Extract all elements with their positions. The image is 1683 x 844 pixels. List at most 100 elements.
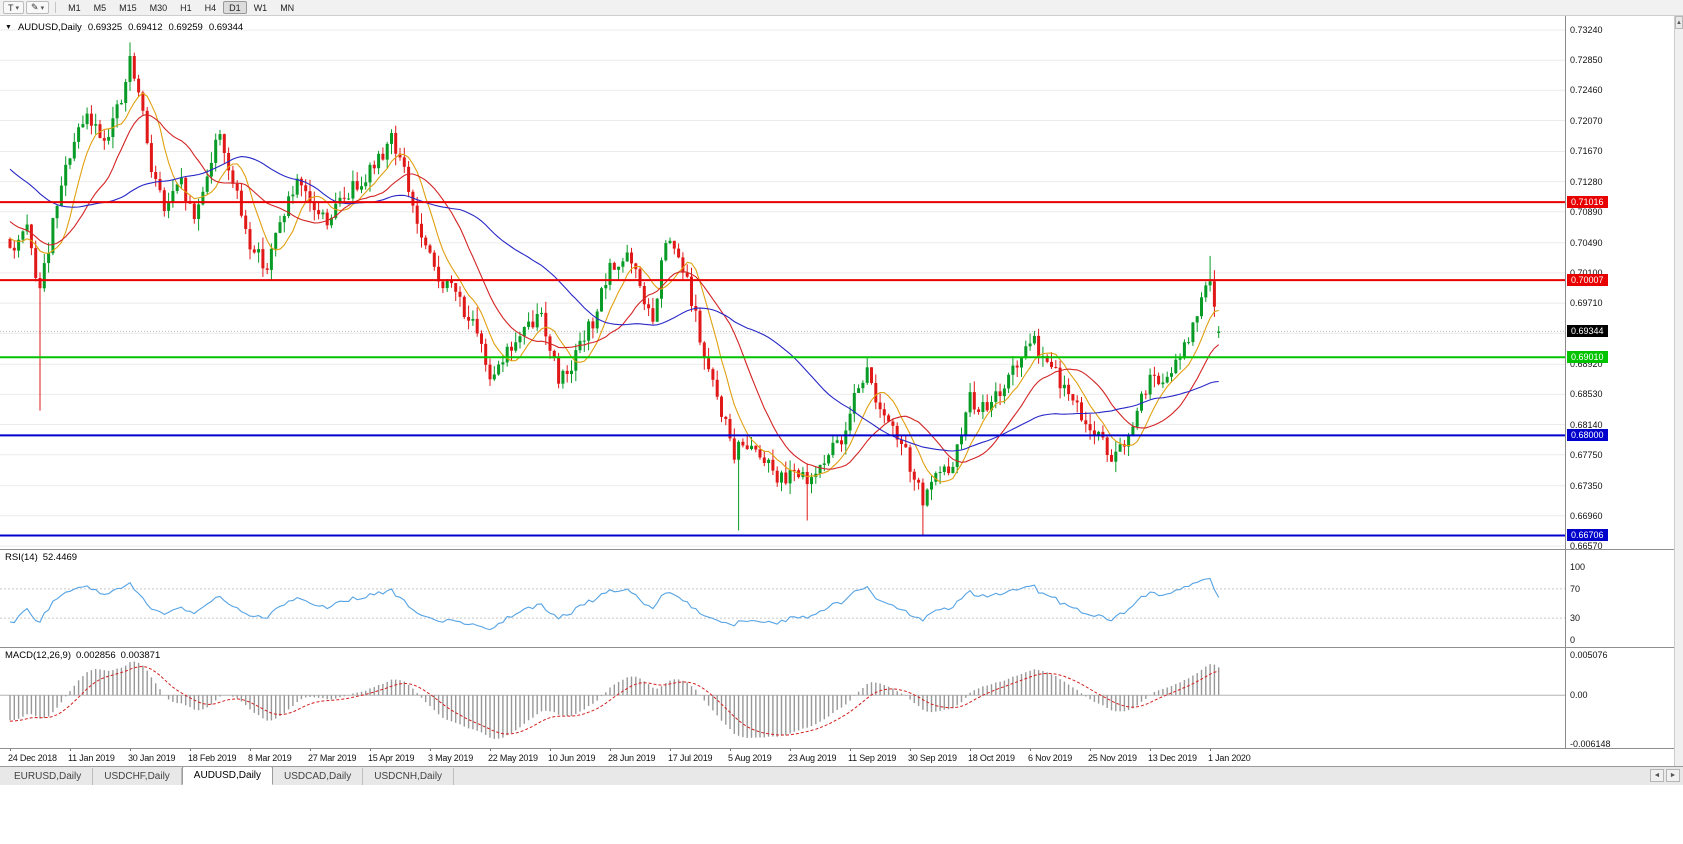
rsi-axis-label: 30 xyxy=(1570,613,1581,623)
price-axis-label: 0.66570 xyxy=(1570,541,1603,551)
date-axis-label: 15 Apr 2019 xyxy=(368,753,415,763)
tab-usdchf[interactable]: USDCHF,Daily xyxy=(93,768,182,785)
charts-column: ▼ AUDUSD,Daily 0.69325 0.69412 0.69259 0… xyxy=(0,16,1565,766)
price-axis-label: 0.69710 xyxy=(1570,298,1603,308)
macd-value-signal: 0.003871 xyxy=(120,650,161,661)
tab-scroll-arrows: ◄ ► xyxy=(1650,769,1680,782)
date-tick xyxy=(70,748,71,751)
date-axis-label: 10 Jun 2019 xyxy=(548,753,596,763)
macd-label: MACD(12,26,9) 0.002856 0.003871 xyxy=(5,650,160,661)
date-tick xyxy=(250,748,251,751)
rsi-chart-canvas[interactable] xyxy=(0,549,1565,647)
date-axis-label: 13 Dec 2019 xyxy=(1148,753,1197,763)
current-price-badge: 0.69344 xyxy=(1567,325,1608,337)
timeframe-w1[interactable]: W1 xyxy=(253,2,268,13)
tab-scroll-left-icon[interactable]: ◄ xyxy=(1650,769,1664,782)
ohlc-high: 0.69412 xyxy=(128,22,163,33)
price-axis-label: 0.67750 xyxy=(1570,450,1603,460)
macd-axis-label: 0.005076 xyxy=(1570,650,1608,660)
price-axis-label: 0.73240 xyxy=(1570,25,1603,35)
price-axis-label: 0.71670 xyxy=(1570,146,1603,156)
date-tick xyxy=(490,748,491,751)
date-axis-label: 25 Nov 2019 xyxy=(1088,753,1137,763)
timeframe-m30[interactable]: M30 xyxy=(149,2,168,13)
rsi-label: RSI(14) 52.4469 xyxy=(5,552,77,563)
tab-scroll-right-icon[interactable]: ► xyxy=(1666,769,1680,782)
timeframe-d1[interactable]: D1 xyxy=(223,1,247,14)
macd-panel[interactable]: MACD(12,26,9) 0.002856 0.003871 xyxy=(0,647,1565,748)
date-tick xyxy=(910,748,911,751)
price-axis-label: 0.71280 xyxy=(1570,177,1603,187)
pencil-icon: ✎ xyxy=(31,2,39,12)
price-axis-label: 0.70490 xyxy=(1570,238,1603,248)
price-axis-label: 0.68920 xyxy=(1570,359,1603,369)
price-level-badge: 0.69010 xyxy=(1567,351,1608,363)
date-axis-label: 27 Mar 2019 xyxy=(308,753,357,763)
panel-separator[interactable] xyxy=(0,647,1674,648)
date-tick xyxy=(370,748,371,751)
ohlc-close: 0.69344 xyxy=(208,22,244,33)
panel-separator[interactable] xyxy=(0,549,1674,550)
timeframe-h4[interactable]: H4 xyxy=(204,2,217,13)
rsi-panel[interactable]: RSI(14) 52.4469 xyxy=(0,549,1565,647)
date-tick xyxy=(790,748,791,751)
price-axis-label: 0.70100 xyxy=(1570,268,1603,278)
tab-audusd[interactable]: AUDUSD,Daily xyxy=(181,766,274,785)
chart-workspace: ▼ AUDUSD,Daily 0.69325 0.69412 0.69259 0… xyxy=(0,16,1683,766)
ohlc-low: 0.69259 xyxy=(168,22,203,33)
date-tick xyxy=(1030,748,1031,751)
timeframe-h1[interactable]: H1 xyxy=(180,2,192,13)
text-tool-label: T xyxy=(8,2,14,13)
date-axis-label: 17 Jul 2019 xyxy=(668,753,713,763)
chart-title: ▼ AUDUSD,Daily 0.69325 0.69412 0.69259 0… xyxy=(5,22,243,33)
macd-value-main: 0.002856 xyxy=(76,650,116,661)
vertical-scrollbar[interactable]: ▲ xyxy=(1674,16,1683,766)
price-level-badge: 0.68000 xyxy=(1567,429,1608,441)
timeframe-group: M1 M5 M15 M30 H1 H4 D1 W1 MN xyxy=(62,1,300,14)
price-axis-label: 0.66960 xyxy=(1570,511,1603,521)
text-tool-button[interactable]: T ▾ xyxy=(3,1,25,14)
date-axis-label: 28 Jun 2019 xyxy=(608,753,656,763)
date-tick xyxy=(850,748,851,751)
date-axis-label: 11 Sep 2019 xyxy=(848,753,897,763)
tab-usdcad[interactable]: USDCAD,Daily xyxy=(273,768,364,785)
date-axis-label: 11 Jan 2019 xyxy=(68,753,115,763)
macd-chart-canvas[interactable] xyxy=(0,647,1565,748)
timeframe-m15[interactable]: M15 xyxy=(119,2,137,13)
price-axis[interactable]: 0.73240 0.72850 0.72460 0.72070 0.71670 0.712… xyxy=(1565,16,1674,748)
top-toolbar: T ▾ ✎ ▾ M1 M5 M15 M30 H1 H4 D1 W1 MN xyxy=(0,0,1683,16)
price-level-badge: 0.70007 xyxy=(1567,274,1608,286)
timeframe-m1[interactable]: M1 xyxy=(68,2,81,13)
date-tick xyxy=(430,748,431,751)
date-axis-label: 3 May 2019 xyxy=(428,753,474,763)
scroll-up-arrow[interactable]: ▲ xyxy=(1675,16,1683,29)
date-tick xyxy=(10,748,11,751)
price-level-badge: 0.71016 xyxy=(1567,196,1608,208)
date-axis-label: 8 Mar 2019 xyxy=(248,753,292,763)
toolbar-separator xyxy=(55,2,57,13)
tab-eurusd[interactable]: EURUSD,Daily xyxy=(3,768,94,785)
collapse-icon[interactable]: ▼ xyxy=(5,24,12,31)
price-axis-label: 0.67350 xyxy=(1570,481,1603,491)
date-tick xyxy=(310,748,311,751)
price-axis-label: 0.72460 xyxy=(1570,85,1603,95)
candlestick-chart-canvas[interactable] xyxy=(0,16,1565,549)
chart-tab-bar: EURUSD,Daily USDCHF,Daily AUDUSD,Daily USDC… xyxy=(0,766,1683,785)
chart-symbol: AUDUSD,Daily xyxy=(17,22,82,33)
tab-usdcnh[interactable]: USDCNH,Daily xyxy=(363,768,455,785)
timeframe-mn[interactable]: MN xyxy=(280,2,295,13)
price-axis-label: 0.72070 xyxy=(1570,116,1603,126)
date-tick xyxy=(1210,748,1211,751)
chevron-down-icon: ▾ xyxy=(40,4,45,12)
rsi-axis-label: 0 xyxy=(1570,635,1576,645)
tab-strip: EURUSD,Daily USDCHF,Daily AUDUSD,Daily USDC… xyxy=(0,766,455,785)
price-axis-label: 0.72850 xyxy=(1570,55,1603,65)
timeframe-m5[interactable]: M5 xyxy=(93,2,107,13)
drawing-tools-button[interactable]: ✎ ▾ xyxy=(26,1,50,14)
date-axis[interactable]: 24 Dec 2018 11 Jan 2019 30 Jan 2019 18 Feb … xyxy=(0,748,1565,766)
date-axis-label: 1 Jan 2020 xyxy=(1208,753,1251,763)
main-chart-panel[interactable]: ▼ AUDUSD,Daily 0.69325 0.69412 0.69259 0… xyxy=(0,16,1565,549)
price-axis-label: 0.70890 xyxy=(1570,207,1603,217)
panel-separator xyxy=(0,748,1674,749)
